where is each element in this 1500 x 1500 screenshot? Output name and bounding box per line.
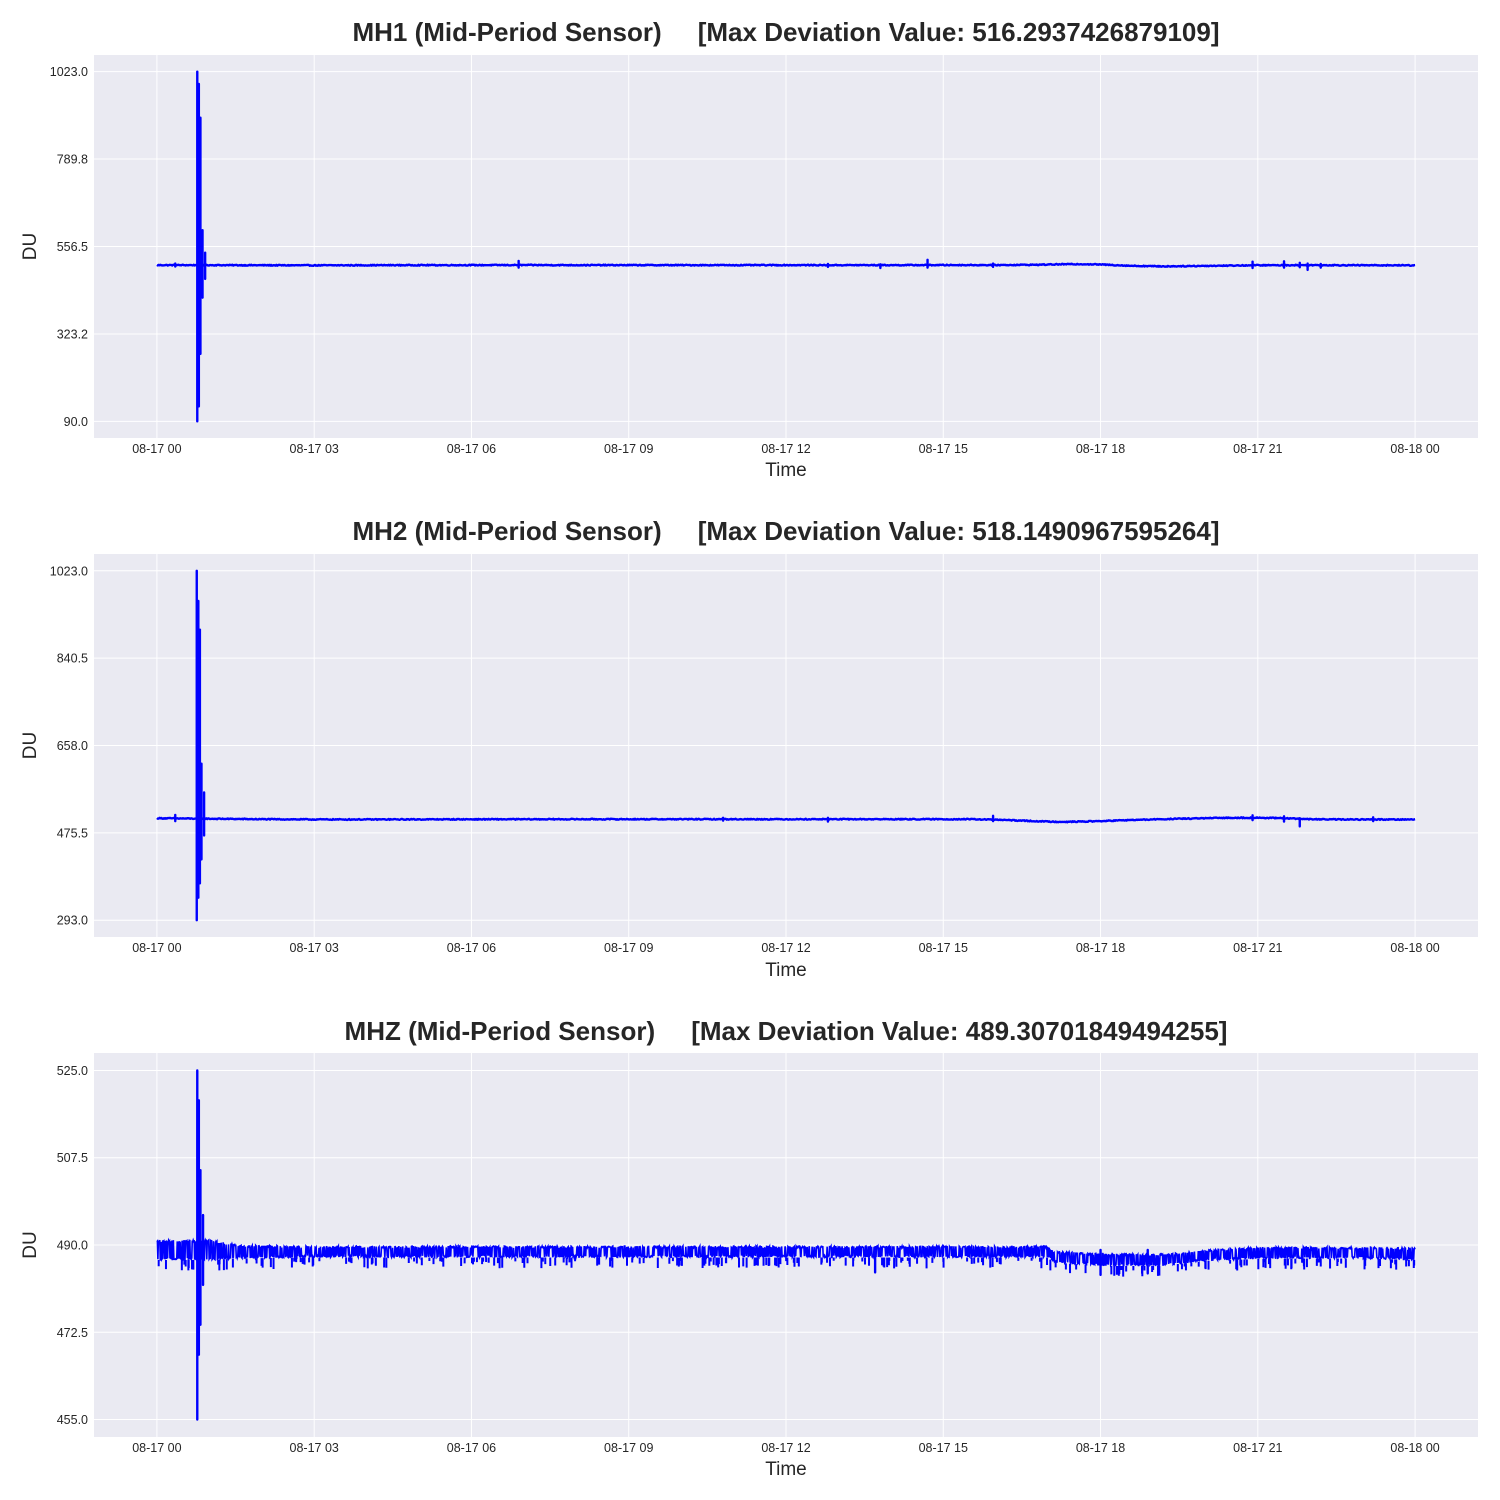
x-tick-label: 08-17 06 [447, 941, 496, 955]
x-tick-label: 08-17 09 [604, 941, 653, 955]
series-noise-band [156, 1237, 1416, 1269]
y-tick-label: 472.5 [57, 1326, 88, 1340]
x-tick-label: 08-17 06 [447, 1441, 496, 1455]
x-tick-label: 08-17 12 [761, 1441, 810, 1455]
x-axis-label: Time [765, 1459, 807, 1480]
x-tick-label: 08-17 21 [1233, 941, 1282, 955]
y-axis-label: DU [20, 732, 41, 759]
y-tick-label: 293.0 [57, 914, 88, 928]
x-tick-label: 08-17 15 [919, 941, 968, 955]
x-tick-label: 08-17 18 [1076, 442, 1125, 456]
y-tick-label: 323.2 [57, 327, 88, 341]
y-axis-label: DU [20, 233, 41, 260]
y-tick-label: 490.0 [57, 1239, 88, 1253]
x-tick-label: 08-18 00 [1390, 1441, 1439, 1455]
x-tick-label: 08-17 15 [919, 1441, 968, 1455]
series-line [156, 816, 1416, 824]
y-tick-label: 840.5 [57, 652, 88, 666]
y-tick-label: 90.0 [64, 415, 88, 429]
x-tick-label: 08-17 21 [1233, 1441, 1282, 1455]
x-tick-label: 08-17 12 [761, 941, 810, 955]
x-tick-label: 08-17 09 [604, 1441, 653, 1455]
y-tick-label: 507.5 [57, 1151, 88, 1165]
y-tick-label: 789.8 [57, 153, 88, 167]
x-tick-label: 08-17 09 [604, 442, 653, 456]
x-tick-label: 08-17 03 [290, 442, 339, 456]
series-group [156, 569, 1416, 922]
chart-panel-3: 08-17 00 08-17 03 08-17 06 08-17 09 08-17 12… [20, 1016, 1478, 1480]
x-axis-label: Time [765, 960, 807, 981]
x-axis-label: Time [765, 460, 807, 481]
x-tick-label: 08-17 03 [290, 941, 339, 955]
x-tick-label: 08-17 06 [447, 442, 496, 456]
series-noise-ticks [157, 1257, 1416, 1277]
x-tick-label: 08-17 12 [761, 442, 810, 456]
series-group [156, 1069, 1416, 1421]
x-tick-label: 08-17 03 [290, 1441, 339, 1455]
y-axis-label: DU [20, 1231, 41, 1258]
y-tick-label: 455.0 [57, 1413, 88, 1427]
series-line [156, 262, 1416, 268]
y-tick-label: 556.5 [57, 240, 88, 254]
x-tick-label: 08-17 00 [132, 442, 181, 456]
x-tick-label: 08-18 00 [1390, 941, 1439, 955]
x-tick-label: 08-17 18 [1076, 1441, 1125, 1455]
x-tick-label: 08-17 18 [1076, 941, 1125, 955]
chart-title: MHZ (Mid-Period Sensor) [Max Deviation V… [345, 1016, 1228, 1046]
x-tick-label: 08-17 00 [132, 941, 181, 955]
x-tick-label: 08-18 00 [1390, 442, 1439, 456]
y-tick-label: 658.0 [57, 739, 88, 753]
chart-title: MH2 (Mid-Period Sensor) [Max Deviation V… [352, 516, 1219, 546]
y-tick-label: 475.5 [57, 826, 88, 840]
chart-title: MH1 (Mid-Period Sensor) [Max Deviation V… [352, 17, 1219, 47]
x-tick-label: 08-17 21 [1233, 442, 1282, 456]
chart-panel-2: 08-17 00 08-17 03 08-17 06 08-17 09 08-17 12… [20, 516, 1478, 981]
chart-panel-1: 08-17 00 08-17 03 08-17 06 08-17 09 08-17 12… [20, 17, 1478, 481]
series-group [156, 70, 1416, 423]
x-tick-label: 08-17 00 [132, 1441, 181, 1455]
x-tick-label: 08-17 15 [919, 442, 968, 456]
y-tick-label: 1023.0 [50, 65, 88, 79]
y-tick-label: 525.0 [57, 1064, 88, 1078]
y-tick-label: 1023.0 [50, 564, 88, 578]
